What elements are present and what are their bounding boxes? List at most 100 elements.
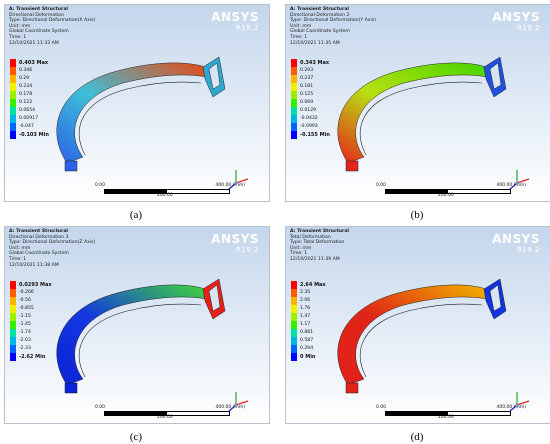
result-header: A: Transient Structural Total Deformation… [290,229,349,263]
result-viewport-a[interactable]: A: Transient Structural Directional Defor… [4,4,270,202]
scale-bar: 0.00 400.00 (mm) 200.00 [376,405,526,420]
arc-frame [56,284,208,386]
header-line: Time: 1 [9,34,27,40]
legend-value: -0.266 [19,290,34,295]
result-viewport-b[interactable]: A: Transient Structural Directional Defor… [285,4,550,202]
header-line: Time: 1 [290,251,308,257]
legend-value: 0.0293 Max [19,282,52,288]
legend-swatch [291,345,297,353]
header-line: Global Coordinate System [290,29,350,35]
bracket-mount [483,278,507,320]
header-line: Type: Total Deformation [290,240,345,246]
legend-value: 2.35 [300,290,311,295]
legend-value: 2.06 [300,298,311,303]
axis-triad-icon[interactable] [222,167,252,193]
legend-swatch [291,59,297,67]
axis-triad-icon[interactable] [222,389,252,415]
legend-swatch [291,305,297,313]
header-line: Unit: mm [9,245,31,251]
scale-bar-graphic [385,189,511,194]
legend-swatch [291,115,297,123]
legend-value: 0.346 [19,68,33,73]
header-line: Unit: mm [290,23,312,29]
result-viewport-c[interactable]: A: Transient Structural Directional Defor… [4,226,270,424]
legend-value: -1.45 [19,322,31,327]
legend-value: -0.56 [19,298,31,303]
scale-bar: 0.00 400.00 (mm) 200.00 [95,405,245,420]
product-version: R19.2 [236,24,259,32]
legend-value: 0.237 [300,76,314,81]
header-line: Total Deformation [290,234,331,240]
result-viewport-d[interactable]: A: Transient Structural Total Deformation… [285,226,550,424]
legend-swatch [291,123,297,131]
legend-value: 0.343 Max [300,60,330,66]
legend-value: -1.15 [19,314,31,319]
model-geometry[interactable] [286,5,550,201]
legend-swatch [291,281,297,289]
legend-value: 0.122 [19,100,33,105]
model-geometry[interactable] [5,5,269,201]
header-line: A: Transient Structural [290,7,350,12]
product-name: ANSYS [211,232,259,246]
header-line: Directional Deformation 2 [290,12,350,18]
arc-frame [56,62,208,164]
legend-value: -0.0432 [300,116,318,121]
legend-swatch [291,99,297,107]
legend-value: -0.103 Min [19,132,49,138]
bracket-mount [202,56,226,98]
legend-swatch [10,281,16,289]
scale-end-label: 400.00 (mm) [215,183,245,188]
product-name: ANSYS [492,10,540,24]
axis-triad-icon[interactable] [503,167,533,193]
legend-swatch [10,305,16,313]
legend-swatch [10,329,16,337]
arc-foot [345,382,359,394]
scale-mid-label: 200.00 [157,193,173,198]
legend-swatch [291,289,297,297]
legend-swatch [291,131,297,139]
legend-value: 0.29 [19,76,30,81]
legend-swatch [10,353,16,361]
scale-end-label: 400.00 (mm) [496,183,526,188]
arc-inner-edge [78,303,202,378]
legend-swatch [291,337,297,345]
legend-swatch [10,91,16,99]
ansys-logo: ANSYS R19.2 [211,10,259,33]
legend-swatch [10,75,16,83]
caption-d: (d) [410,431,424,443]
scale-end-label: 400.00 (mm) [496,405,526,410]
axis-triad-icon[interactable] [503,389,533,415]
arc-frame [337,284,489,386]
legend-swatch [10,337,16,345]
legend-swatch [10,321,16,329]
legend-swatch [10,83,16,91]
header-line: Directional Deformation [9,12,64,18]
header-line: Time: 1 [9,256,27,262]
legend-swatch [10,67,16,75]
product-version: R19.2 [517,24,540,32]
product-name: ANSYS [211,10,259,24]
header-line: Global Coordinate System [9,29,69,35]
legend-value: 0.0654 [19,108,36,113]
legend-value: 0.181 [300,84,314,89]
header-line: Type: Directional Deformation(X Axis) [9,18,96,24]
arc-inner-edge [359,81,483,156]
legend-value: 2.64 Max [300,282,326,288]
header-line: Type: Directional Deformation(Z Axis) [9,240,96,246]
model-geometry[interactable] [5,227,269,423]
scale-start-label: 0.00 [95,405,106,410]
legend-swatch [291,91,297,99]
legend-value: -0.0993 [300,124,318,129]
legend-value: 0 Min [300,354,316,360]
legend-value: 0.294 [300,346,314,351]
legend-value: -2.62 Min [19,354,46,360]
legend-value: -1.74 [19,330,31,335]
arc-foot [64,160,78,172]
ansys-logo: ANSYS R19.2 [211,232,259,255]
model-geometry[interactable] [286,227,550,423]
scale-start-label: 0.00 [376,405,387,410]
legend-value: 0.881 [300,330,314,335]
header-line: Time: 1 [290,34,308,40]
legend-value: -0.155 Min [300,132,330,138]
result-header: A: Transient Structural Directional Defor… [9,7,95,46]
